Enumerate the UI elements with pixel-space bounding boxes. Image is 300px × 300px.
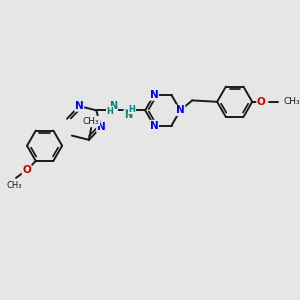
Text: O: O [257, 97, 266, 107]
Text: CH₃: CH₃ [83, 117, 100, 126]
Text: N: N [150, 121, 158, 130]
Text: O: O [22, 165, 31, 175]
Text: N: N [150, 90, 158, 100]
Text: N: N [124, 110, 132, 120]
Text: CH₃: CH₃ [7, 181, 22, 190]
Text: N: N [176, 105, 185, 115]
Text: H: H [129, 105, 136, 114]
Text: N: N [97, 122, 106, 132]
Text: H: H [106, 107, 113, 116]
Text: CH₃: CH₃ [284, 97, 300, 106]
Text: N: N [75, 101, 84, 111]
Text: N: N [109, 101, 117, 111]
